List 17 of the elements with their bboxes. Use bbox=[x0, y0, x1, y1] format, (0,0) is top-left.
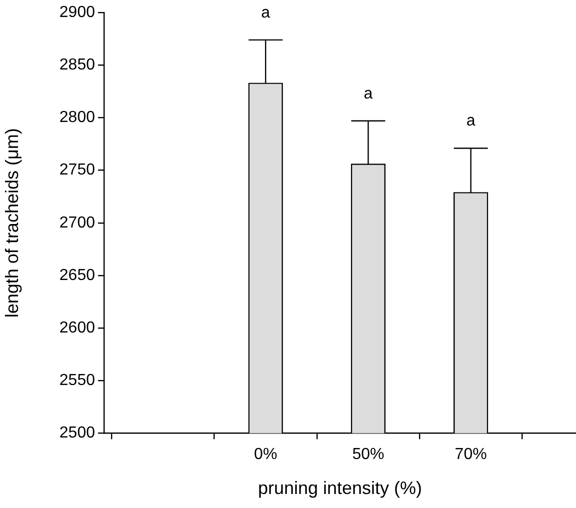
annotation: a bbox=[364, 85, 373, 102]
y-tick-label: 2750 bbox=[59, 162, 96, 179]
x-tick-label: 70% bbox=[454, 446, 487, 464]
y-tick-label: 2550 bbox=[59, 372, 96, 390]
annotation: a bbox=[466, 112, 476, 130]
y-tick-label: 2650 bbox=[59, 266, 96, 284]
y-tick-label: 2700 bbox=[59, 214, 96, 232]
y-tick-label: 2900 bbox=[59, 4, 96, 22]
annotation: a bbox=[261, 4, 270, 22]
y-tick-label: 2850 bbox=[59, 56, 96, 74]
x-tick-label: 0% bbox=[254, 446, 278, 464]
y-tick-label: 2800 bbox=[59, 109, 96, 126]
y-tick-label: 2500 bbox=[59, 424, 96, 442]
x-axis-title: pruning intensity (%) bbox=[258, 478, 422, 498]
x-tick-label: 50% bbox=[352, 446, 384, 464]
y-tick-label: 2600 bbox=[59, 319, 96, 336]
y-axis-title: length of tracheids (μm) bbox=[2, 128, 22, 318]
